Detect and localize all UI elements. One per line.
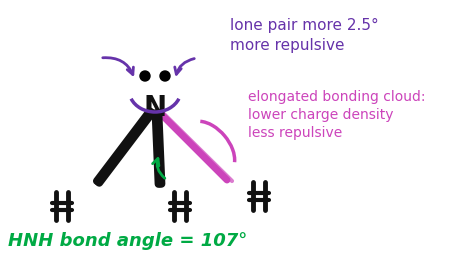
Circle shape	[140, 71, 150, 81]
Text: HNH bond angle = 107°: HNH bond angle = 107°	[8, 232, 247, 250]
Text: N: N	[144, 94, 166, 122]
Text: lower charge density: lower charge density	[248, 108, 393, 122]
Circle shape	[160, 71, 170, 81]
Text: more repulsive: more repulsive	[230, 38, 345, 53]
Text: lone pair more 2.5°: lone pair more 2.5°	[230, 18, 379, 33]
Text: less repulsive: less repulsive	[248, 126, 342, 140]
Text: elongated bonding cloud:: elongated bonding cloud:	[248, 90, 426, 104]
